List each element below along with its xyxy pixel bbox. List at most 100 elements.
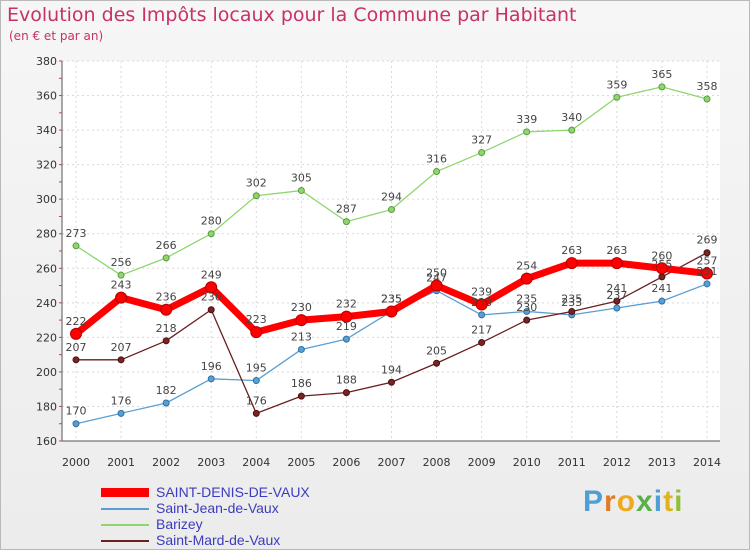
data-label: 207 [66, 341, 87, 354]
x-tick-label: 2004 [242, 456, 270, 469]
data-point [703, 280, 711, 288]
data-point [523, 316, 531, 324]
data-point [72, 242, 80, 250]
data-point [162, 337, 170, 345]
legend-label: SAINT-DENIS-DE-VAUX [156, 484, 310, 500]
data-point [388, 206, 395, 214]
data-label: 236 [156, 291, 177, 304]
data-label-layer: 273 256 266 280 302 305 287 294 316 327 339 340 359 3… [66, 68, 718, 418]
data-point [475, 298, 488, 311]
data-label: 239 [471, 286, 492, 299]
data-label: 358 [697, 80, 718, 93]
x-tick-label: 2008 [423, 456, 451, 469]
data-label: 250 [426, 267, 447, 280]
brand-letter: t [663, 485, 675, 518]
data-point [430, 279, 443, 292]
data-point [478, 149, 486, 157]
data-point [72, 420, 80, 428]
data-label: 235 [561, 292, 582, 305]
legend-swatch [101, 540, 149, 542]
data-label: 255 [651, 258, 672, 271]
data-point [568, 126, 576, 134]
data-label: 233 [471, 296, 492, 309]
data-label: 213 [291, 330, 312, 343]
data-label: 269 [697, 234, 718, 247]
data-point [205, 281, 218, 294]
brand-logo: Proxiti [583, 485, 683, 519]
data-label: 194 [381, 363, 402, 376]
data-point [703, 249, 711, 257]
brand-letter: P [583, 485, 605, 518]
data-label: 302 [246, 177, 267, 190]
data-point [342, 335, 350, 343]
data-point [433, 168, 441, 176]
data-label: 195 [246, 362, 267, 375]
data-label: 273 [66, 227, 87, 240]
data-label: 188 [336, 374, 357, 387]
data-label: 223 [246, 313, 267, 326]
data-point [658, 83, 666, 91]
data-point [520, 272, 533, 285]
brand-letter: i [653, 485, 664, 518]
legend-label: Saint-Mard-de-Vaux [156, 532, 281, 548]
brand-letter: o [616, 485, 637, 518]
data-point [117, 271, 125, 279]
data-label: 339 [516, 113, 537, 126]
data-point [252, 377, 260, 385]
y-tick-label: 220 [36, 331, 57, 344]
data-point [565, 257, 578, 270]
data-point [523, 307, 531, 315]
legend-swatch [101, 508, 149, 510]
data-label: 222 [66, 315, 87, 328]
data-label: 235 [516, 292, 537, 305]
y-tick-label: 200 [36, 366, 57, 379]
data-point [385, 305, 398, 318]
data-label: 233 [561, 296, 582, 309]
data-point [433, 359, 441, 367]
data-label: 230 [516, 301, 537, 314]
data-label: 243 [111, 279, 132, 292]
x-tick-label: 2013 [648, 456, 676, 469]
data-point [342, 389, 350, 397]
x-tick-label: 2001 [107, 456, 135, 469]
data-label: 241 [651, 282, 672, 295]
data-label: 205 [426, 344, 447, 357]
x-tick-label: 2012 [603, 456, 631, 469]
data-point [655, 262, 668, 275]
legend-label: Saint-Jean-de-Vaux [156, 500, 279, 516]
data-label: 263 [606, 244, 627, 257]
brand-letter: r [604, 485, 617, 518]
series-layer [70, 83, 713, 428]
data-label: 340 [561, 111, 582, 124]
data-point [297, 187, 305, 195]
y-tick-label: 260 [36, 262, 57, 275]
data-point [703, 95, 711, 103]
x-tick-label: 2005 [287, 456, 315, 469]
x-tick-label: 2002 [152, 456, 180, 469]
data-label: 251 [697, 265, 718, 278]
data-point [610, 257, 623, 270]
data-label: 217 [471, 324, 492, 337]
brand-letter: x [636, 485, 654, 518]
x-tick-label: 2003 [197, 456, 225, 469]
chart-title: Evolution des Impôts locaux pour la Comm… [7, 4, 577, 26]
axis-layer: 160 180 200 220 240 260 280 300 320 340 360 380 2000… [36, 55, 721, 469]
x-tick-label: 2009 [468, 456, 496, 469]
data-label: 257 [697, 254, 718, 267]
data-point [162, 254, 170, 262]
data-label: 176 [246, 394, 267, 407]
data-label: 170 [66, 405, 87, 418]
y-tick-label: 280 [36, 228, 57, 241]
data-point [115, 291, 128, 304]
data-point [478, 311, 486, 319]
data-label: 218 [156, 322, 177, 335]
data-label: 294 [381, 191, 402, 204]
data-point [388, 378, 395, 386]
data-label: 256 [111, 256, 132, 269]
x-tick-label: 2006 [332, 456, 360, 469]
legend-swatch [101, 524, 149, 526]
y-tick-label: 320 [36, 159, 57, 172]
data-point [297, 345, 305, 353]
